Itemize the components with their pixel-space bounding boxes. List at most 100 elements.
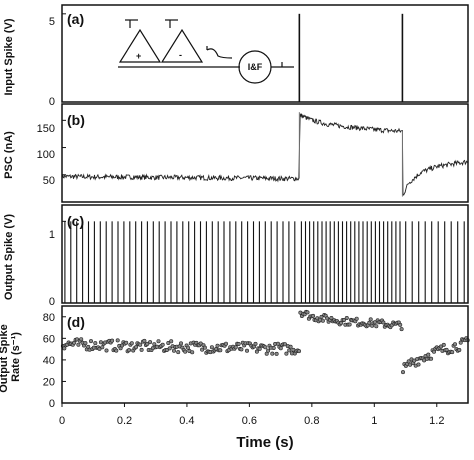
panel-b-frame (61, 103, 469, 203)
panel-d-ytick-label-2: 40 (43, 355, 55, 367)
x-tick-label-1: 0.2 (117, 415, 132, 427)
x-tick-label-4: 0.8 (304, 415, 319, 427)
rate-point-178 (311, 313, 316, 318)
rate-point-125 (236, 341, 241, 346)
panel-d-ytick-label-3: 60 (43, 333, 55, 345)
rate-point-77 (169, 339, 174, 344)
rate-point-68 (156, 339, 161, 344)
rate-point-162 (288, 344, 293, 349)
rate-point-271 (441, 342, 446, 347)
rate-point-116 (224, 341, 229, 346)
panel-a-frame (61, 4, 469, 103)
inset-schematic (118, 19, 294, 84)
inhibitory-synapse-triangle (160, 28, 204, 63)
rate-point-155 (278, 346, 283, 351)
rate-point-277 (450, 350, 455, 355)
rate-point-241 (399, 327, 404, 332)
panel-b-label: (b) (67, 112, 85, 128)
panel-b-ylabel: PSC (nA) (3, 131, 15, 179)
rate-point-11 (76, 342, 81, 347)
rate-point-84 (179, 341, 184, 346)
rate-point-42 (120, 343, 125, 348)
rate-point-106 (209, 345, 214, 350)
rate-point-228 (381, 320, 386, 325)
rate-point-56 (139, 347, 144, 352)
rate-point-223 (374, 324, 379, 329)
rate-point-127 (239, 347, 244, 352)
rate-point-149 (270, 351, 275, 356)
rate-point-28 (100, 345, 105, 350)
rate-point-55 (138, 342, 143, 347)
panel-c-ytick-1: 1 (49, 229, 55, 241)
rate-point-71 (160, 342, 165, 347)
panel-b-ytick-100: 100 (37, 149, 55, 161)
rate-point-137 (253, 341, 258, 346)
rate-point-110 (215, 343, 220, 348)
rate-point-76 (167, 346, 172, 351)
panel-a-label: (a) (67, 11, 84, 27)
rate-point-279 (452, 342, 457, 347)
rate-point-35 (110, 338, 115, 343)
rate-point-89 (186, 345, 191, 350)
rate-point-219 (368, 317, 373, 322)
rate-point-140 (257, 346, 262, 351)
rate-point-204 (347, 322, 352, 327)
inset-neuron-label: I&F (248, 62, 263, 72)
rate-point-264 (431, 349, 436, 354)
rate-point-159 (284, 351, 289, 356)
panel-a-ytick-5: 5 (49, 16, 55, 28)
rate-point-26 (97, 346, 102, 351)
rate-point-253 (416, 362, 421, 367)
rate-point-150 (271, 345, 276, 350)
panel-a-ylabel: Input Spike (V) (3, 18, 15, 95)
panel-a-ytick-0: 0 (49, 96, 55, 108)
panel-d-ytick-label-4: 80 (43, 312, 55, 324)
rate-point-13 (79, 337, 84, 342)
rate-point-283 (458, 340, 463, 345)
panel-b: PSC (nA) 50 100 150 (b) (3, 103, 469, 203)
rate-point-168 (296, 349, 301, 354)
rate-point-92 (190, 350, 195, 355)
rate-point-99 (200, 347, 205, 352)
rate-point-112 (218, 348, 223, 353)
x-tick-label-6: 1.2 (429, 415, 444, 427)
rate-point-49 (129, 341, 134, 346)
rate-point-184 (319, 314, 324, 319)
rate-point-39 (115, 338, 120, 343)
x-tick-label-5: 1 (371, 415, 377, 427)
panel-a: Input Spike (V) 0 5 (a) + - I&F (3, 4, 469, 108)
rate-point-152 (274, 351, 279, 356)
rate-point-20 (89, 339, 94, 344)
panel-d-ylabel-line1: Output Spike (0, 324, 10, 392)
rate-point-218 (367, 320, 372, 325)
rate-point-191 (329, 315, 334, 320)
panel-c-ytick-0: 0 (49, 296, 55, 308)
x-tick-label-3: 0.6 (242, 415, 257, 427)
rate-point-45 (124, 340, 129, 345)
panel-d-ylabel: Output Spike Rate (s⁻¹) (0, 321, 22, 393)
rate-point-47 (127, 348, 132, 353)
panel-b-ytick-50: 50 (43, 175, 55, 187)
rate-point-222 (372, 320, 377, 325)
rate-point-262 (429, 356, 434, 361)
rate-point-79 (172, 348, 177, 353)
rate-point-185 (320, 318, 325, 323)
panel-b-ytick-150: 150 (37, 123, 55, 135)
rate-point-273 (444, 347, 449, 352)
panel-c-label: (c) (67, 213, 84, 229)
rate-point-202 (344, 315, 349, 320)
rate-point-58 (142, 338, 147, 343)
x-tick-label-2: 0.4 (179, 415, 194, 427)
rate-point-75 (166, 340, 171, 345)
rate-point-209 (354, 316, 359, 321)
panel-c-ylabel: Output Spike (V) (3, 214, 15, 301)
inset-plus: + (136, 51, 141, 61)
rate-point-38 (114, 348, 119, 353)
inset-minus: - (179, 50, 182, 60)
rate-point-144 (263, 345, 268, 350)
rate-point-82 (176, 350, 181, 355)
rate-point-62 (148, 340, 153, 345)
rate-point-138 (254, 349, 259, 354)
rate-point-260 (426, 352, 431, 357)
rate-point-23 (93, 341, 98, 346)
